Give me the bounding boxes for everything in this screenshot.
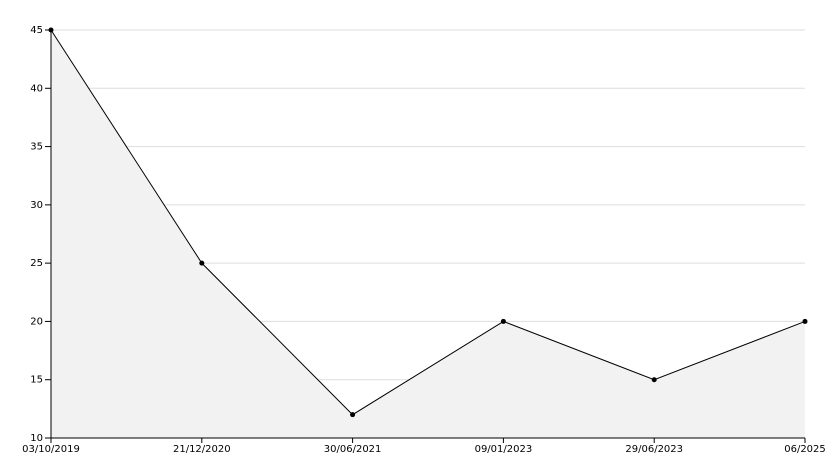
area <box>51 30 805 438</box>
x-tick-label: 06/2025 <box>784 444 826 455</box>
marker <box>802 318 808 324</box>
y-tick-label: 20 <box>30 316 43 327</box>
x-tick-label: 09/01/2023 <box>475 444 533 455</box>
marker <box>350 412 356 418</box>
y-tick-label: 30 <box>30 200 43 211</box>
marker <box>651 377 657 383</box>
y-tick-label: 40 <box>30 83 43 94</box>
line <box>50 29 806 416</box>
y-tick-label: 10 <box>30 433 43 444</box>
y-tick-label: 35 <box>30 142 43 153</box>
y-tick-label: 15 <box>30 375 43 386</box>
y-tick-label: 25 <box>30 258 43 269</box>
x-tick-label: 29/06/2023 <box>625 444 683 455</box>
x-tick-label: 30/06/2021 <box>324 444 382 455</box>
x-tick-label: 03/10/2019 <box>22 444 80 455</box>
y-tick-label: 45 <box>30 25 43 36</box>
x-tick-label: 21/12/2020 <box>173 444 231 455</box>
marker <box>500 318 506 324</box>
marker <box>199 260 205 266</box>
